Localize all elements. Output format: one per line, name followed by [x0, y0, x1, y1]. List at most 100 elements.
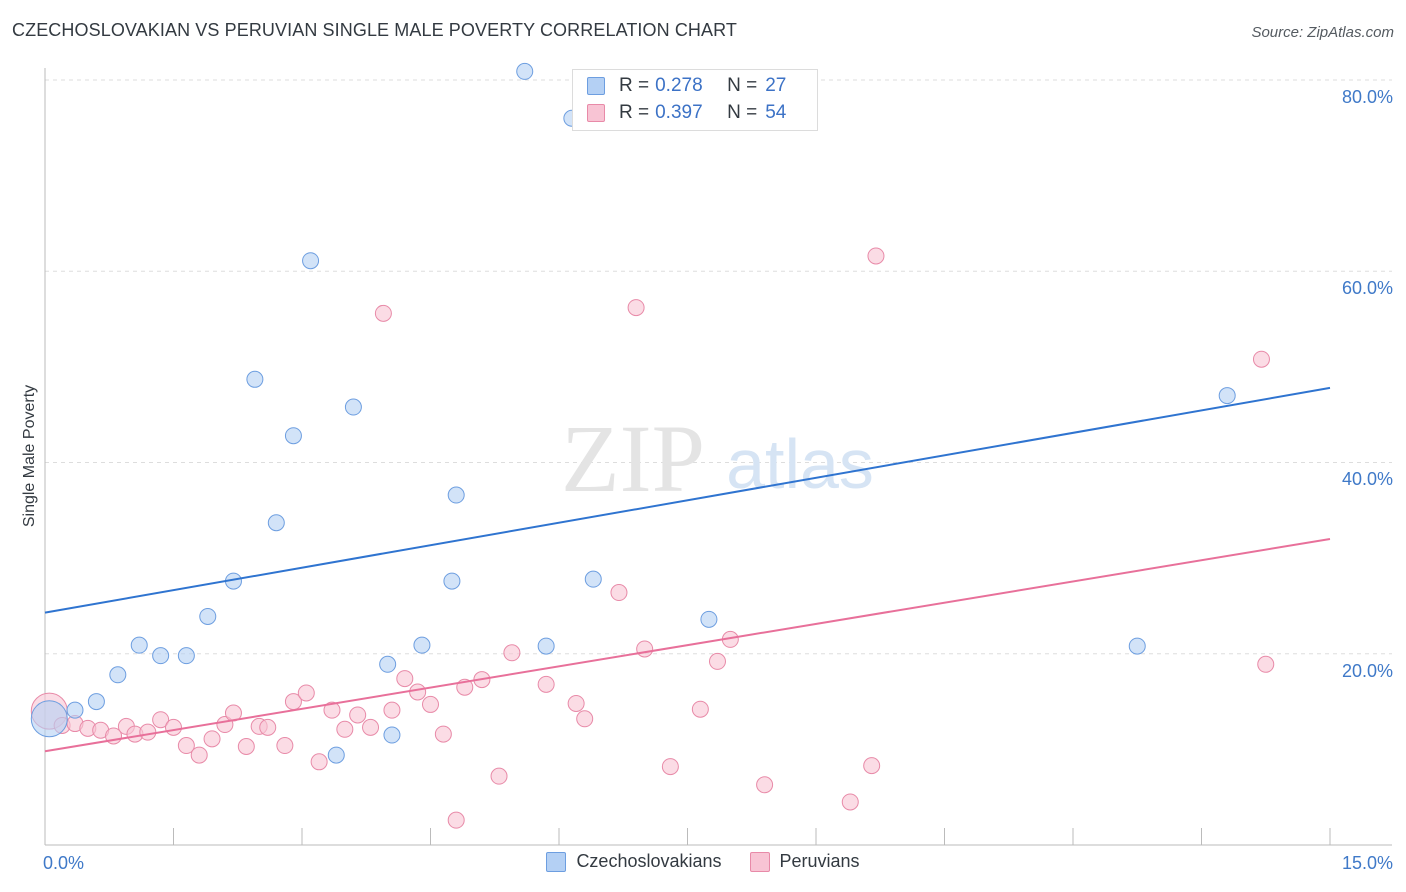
- series-legend: Czechoslovakians Peruvians: [0, 851, 1406, 872]
- watermark-zip: ZIP: [561, 405, 705, 512]
- peruvian-point: [362, 718, 380, 736]
- peruvian-point: [447, 811, 465, 829]
- peruvian-point: [409, 683, 427, 701]
- peruvian-point: [576, 710, 594, 728]
- y-tick-label-20: 20.0%: [1342, 661, 1393, 681]
- tick-labels: 80.0% 60.0% 40.0% 20.0% 0.0% 15.0%: [43, 87, 1393, 873]
- peruvian-point: [841, 793, 859, 811]
- chart-title: CZECHOSLOVAKIAN VS PERUVIAN SINGLE MALE …: [12, 20, 738, 40]
- peruvian-point: [422, 695, 439, 713]
- axes: [44, 68, 1392, 846]
- czechoslovakian-point: [152, 647, 170, 665]
- czechoslovakian-point: [344, 398, 362, 416]
- czechoslovakian-point: [379, 655, 397, 673]
- peruvian-point: [1257, 655, 1275, 673]
- czechoslovakian-point: [1218, 387, 1236, 405]
- czechoslovakian-point: [584, 570, 602, 588]
- r-value: 0.278: [655, 75, 703, 96]
- czechoslovakian-point: [30, 700, 68, 738]
- legend-item-czechoslovakians[interactable]: Czechoslovakians: [546, 851, 722, 872]
- peruvian-point: [336, 720, 354, 738]
- r-value: 0.397: [655, 102, 703, 123]
- czechoslovakian-point: [302, 252, 320, 270]
- peruvian-point: [190, 746, 208, 764]
- czechoslovakian-point: [1128, 637, 1146, 655]
- peruvian-point: [323, 701, 341, 719]
- peruvian-point: [1252, 350, 1270, 368]
- czechoslovakian-point: [327, 746, 345, 764]
- stats-legend-row-czechoslovakians: R = 0.278 N = 27: [587, 74, 786, 98]
- blue-swatch-icon: [546, 851, 567, 872]
- peruvian-point: [203, 730, 221, 748]
- pink-swatch-icon: [749, 851, 770, 872]
- peruvian-point: [276, 737, 294, 755]
- czechoslovakian-point: [516, 62, 534, 80]
- czechoslovakian-point: [246, 370, 264, 388]
- peruvian-point: [165, 718, 182, 736]
- peruvian-point: [537, 675, 555, 693]
- trend-lines: [44, 386, 1331, 753]
- blue-swatch-icon: [587, 77, 605, 95]
- peruvian-point: [490, 767, 508, 785]
- peruvian-point: [863, 757, 881, 775]
- peruvian-point: [567, 694, 585, 712]
- peruvian-point: [297, 684, 315, 702]
- peruvian-point: [627, 299, 645, 317]
- peruvian-point: [383, 701, 401, 719]
- czechoslovakian-point: [284, 427, 302, 445]
- legend-label: Peruvians: [779, 851, 860, 871]
- x-tick-label-min: 0.0%: [43, 853, 84, 873]
- peruvian-point: [152, 711, 170, 729]
- peruvian-point: [177, 737, 195, 755]
- n-label: N =: [727, 75, 758, 96]
- n-value: 54: [765, 102, 787, 123]
- stats-legend-row-peruvians: R = 0.397 N = 54: [587, 101, 786, 125]
- peruvian-point: [349, 706, 367, 724]
- n-label: N =: [727, 102, 758, 123]
- czechoslovakian-point: [109, 666, 127, 684]
- czechoslovakian-point: [383, 726, 401, 744]
- peruvian-point: [434, 725, 452, 743]
- peruvian-point: [259, 718, 277, 736]
- czechoslovakian-point: [130, 636, 148, 654]
- peruvian-trend-line: [44, 538, 1331, 753]
- peruvian-point: [691, 700, 709, 718]
- czechoslovakian-point: [413, 636, 431, 654]
- peruvian-point: [661, 758, 679, 776]
- peruvian-point: [310, 753, 328, 771]
- czechoslovakian-point: [443, 572, 461, 590]
- peruvian-point: [610, 584, 628, 602]
- peruvian-point: [636, 640, 654, 658]
- y-tick-label-60: 60.0%: [1342, 278, 1393, 298]
- czechoslovakian-point: [267, 514, 285, 532]
- legend-label: Czechoslovakians: [576, 851, 722, 871]
- source-label: Source: ZipAtlas.com: [1251, 24, 1394, 41]
- czechoslovakian-point: [447, 486, 465, 504]
- czechoslovakian-trend-line: [44, 386, 1331, 614]
- peruvian-point: [396, 670, 414, 688]
- stats-legend: R = 0.278 N = 27 R = 0.397 N = 54: [572, 69, 818, 131]
- n-value: 27: [765, 75, 787, 96]
- data-points: [30, 62, 1275, 829]
- legend-item-peruvians[interactable]: Peruvians: [749, 851, 860, 872]
- peruvian-point: [708, 652, 726, 670]
- r-label: R =: [619, 75, 650, 96]
- peruvian-point: [867, 247, 885, 265]
- czechoslovakian-point: [199, 607, 217, 625]
- czechoslovakian-point: [177, 647, 195, 665]
- czechoslovakian-point: [700, 610, 718, 628]
- peruvian-point: [756, 776, 774, 794]
- r-label: R =: [619, 102, 650, 123]
- y-tick-label-80: 80.0%: [1342, 87, 1393, 107]
- gridlines: [45, 79, 1392, 655]
- pink-swatch-icon: [587, 104, 605, 122]
- peruvian-point: [237, 738, 255, 756]
- czechoslovakian-point: [537, 637, 555, 655]
- watermark-atlas: atlas: [726, 425, 874, 503]
- x-tick-label-max: 15.0%: [1342, 853, 1393, 873]
- czechoslovakian-point: [66, 701, 84, 719]
- peruvian-point: [503, 644, 521, 662]
- peruvian-point: [139, 723, 157, 741]
- y-tick-label-40: 40.0%: [1342, 469, 1393, 489]
